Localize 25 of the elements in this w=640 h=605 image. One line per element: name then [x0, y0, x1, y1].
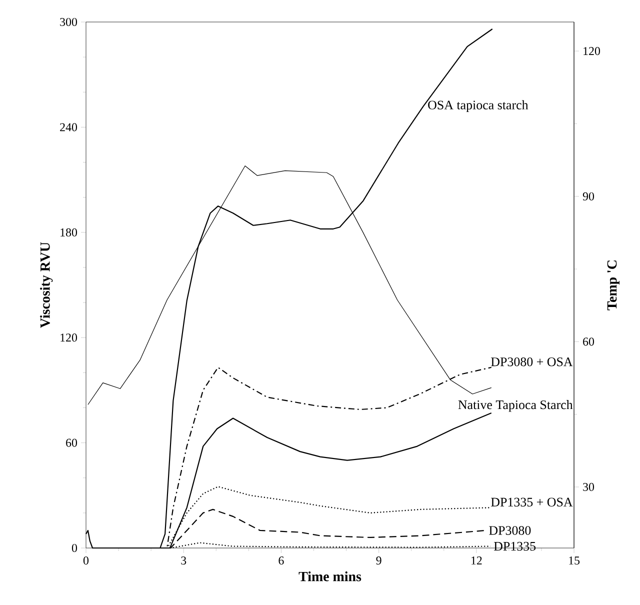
x-tick-label: 15 — [569, 556, 580, 565]
series-label: DP1335 — [494, 542, 536, 551]
x-tick-label: 0 — [83, 556, 89, 565]
x-tick-label: 3 — [181, 556, 186, 565]
x-tick-label: 9 — [376, 556, 382, 565]
y2-tick-label: 30 — [583, 482, 594, 491]
series-label: Native Tapioca Starch — [458, 400, 573, 412]
series-label: DP3080 + OSA — [491, 357, 573, 366]
y2-tick-label: 60 — [583, 338, 594, 346]
y-tick-label: 300 — [60, 18, 78, 26]
x-axis-title: Time mins — [298, 571, 362, 582]
x-tick-label: 6 — [278, 556, 284, 565]
y-tick-label: 60 — [66, 438, 78, 447]
y-tick-label: 0 — [72, 544, 78, 552]
series-label: DP1335 + OSA — [491, 498, 573, 506]
series-label: OSA tapioca starch — [428, 100, 528, 112]
y2-axis-title: Temp 'C — [607, 260, 620, 310]
y-axis-title: Viscosity RVU — [40, 242, 53, 328]
y-tick-label: 180 — [60, 228, 78, 236]
y-tick-label: 120 — [60, 334, 78, 342]
y2-tick-label: 90 — [582, 192, 594, 200]
y-tick-label: 240 — [60, 123, 78, 132]
y2-tick-label: 120 — [584, 47, 600, 56]
series-label: DP3080 — [489, 526, 531, 535]
x-tick-label: 12 — [471, 556, 482, 564]
